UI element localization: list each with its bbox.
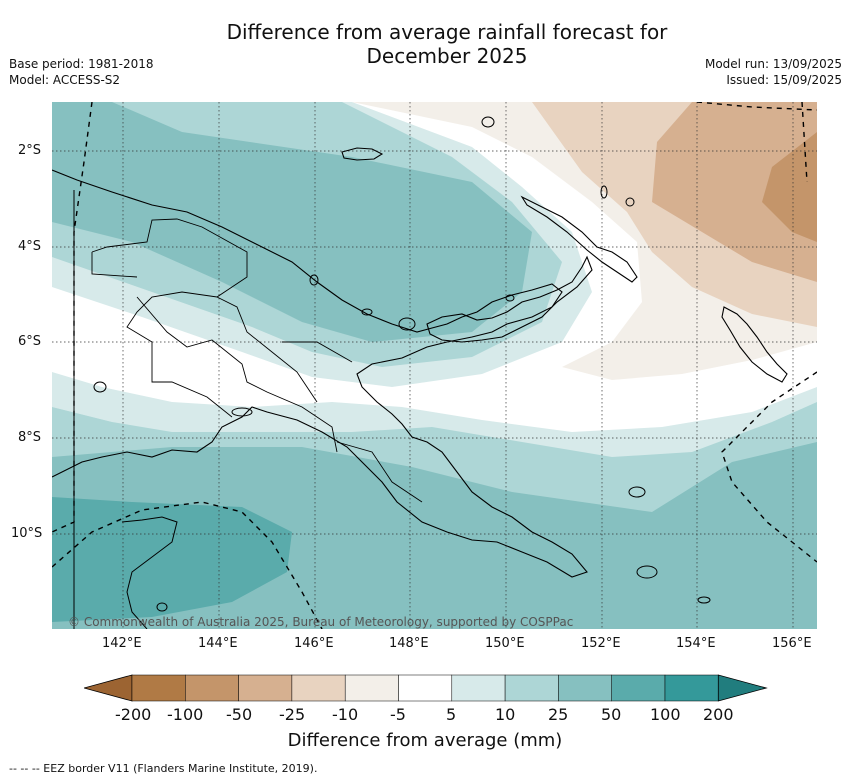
gridlines bbox=[52, 102, 817, 629]
model-text: Model: ACCESS-S2 bbox=[9, 73, 121, 87]
colorbar-swatch bbox=[291, 674, 346, 702]
colorbar-swatch bbox=[558, 674, 612, 702]
colorbar bbox=[84, 674, 768, 702]
lon-label: 152°E bbox=[581, 636, 621, 651]
colorbar-label: -10 bbox=[332, 705, 359, 724]
colorbar-label: 100 bbox=[650, 705, 681, 724]
bougainville-coastline bbox=[721, 306, 788, 383]
colorbar-label: 50 bbox=[601, 705, 622, 724]
lat-label: 4°S bbox=[18, 239, 42, 254]
manus-coastline bbox=[341, 147, 384, 161]
colorbar-label: 5 bbox=[446, 705, 457, 724]
colorbar-swatch bbox=[398, 674, 453, 702]
new-guinea-coastline bbox=[52, 169, 588, 578]
colorbar-extend-low bbox=[84, 674, 133, 702]
copyright-text: © Commonwealth of Australia 2025, Bureau… bbox=[68, 615, 573, 629]
band-minus50-minus100 bbox=[762, 132, 817, 242]
colorbar-swatch bbox=[611, 674, 666, 702]
colorbar-label: 10 bbox=[495, 705, 516, 724]
rainfall-map: © Commonwealth of Australia 2025, Bureau… bbox=[52, 102, 817, 629]
band-50-100 bbox=[52, 497, 292, 622]
colorbar-extend-high bbox=[717, 674, 768, 702]
colorbar-label: -50 bbox=[226, 705, 253, 724]
lon-label: 154°E bbox=[676, 636, 716, 651]
colorbar-swatch bbox=[344, 674, 399, 702]
colorbar-swatch bbox=[664, 674, 719, 702]
title-line-1: Difference from average rainfall forecas… bbox=[226, 20, 668, 44]
colorbar-swatch bbox=[451, 674, 506, 702]
australia-coastline bbox=[121, 516, 178, 629]
model-run-text: Model run: 13/09/2025 bbox=[704, 57, 842, 71]
lon-label: 146°E bbox=[294, 636, 334, 651]
lon-label: 150°E bbox=[485, 636, 525, 651]
lat-label: 8°S bbox=[18, 430, 42, 445]
lon-label: 148°E bbox=[389, 636, 429, 651]
lon-label: 156°E bbox=[772, 636, 812, 651]
title-line-2: December 2025 bbox=[366, 44, 528, 68]
colorbar-label: -200 bbox=[115, 705, 152, 724]
lat-label: 2°S bbox=[18, 143, 42, 158]
province-lines bbox=[91, 218, 423, 503]
colorbar-swatch bbox=[504, 674, 559, 702]
small-islands bbox=[93, 116, 711, 612]
colorbar-swatch bbox=[131, 674, 186, 702]
colorbar-swatch bbox=[185, 674, 239, 702]
map-title: Difference from average rainfall forecas… bbox=[0, 20, 850, 68]
colorbar-swatch bbox=[238, 674, 293, 702]
lon-label: 144°E bbox=[198, 636, 238, 651]
colorbar-label: 200 bbox=[703, 705, 734, 724]
colorbar-label: 25 bbox=[548, 705, 569, 724]
meta-right: Model run: 13/09/2025 Issued: 15/09/2025 bbox=[705, 56, 842, 88]
issued-text: Issued: 15/09/2025 bbox=[726, 73, 842, 87]
new-ireland-coastline bbox=[520, 195, 638, 283]
eez-note: -- -- -- EEZ border V11 (Flanders Marine… bbox=[9, 762, 318, 775]
colorbar-label: -100 bbox=[167, 705, 204, 724]
lat-label: 6°S bbox=[18, 334, 42, 349]
colorbar-label: -5 bbox=[390, 705, 406, 724]
band-minus25-minus50 bbox=[652, 102, 817, 282]
lon-label: 142°E bbox=[102, 636, 142, 651]
colorbar-label: -25 bbox=[279, 705, 306, 724]
band-25-50-north bbox=[52, 102, 532, 342]
base-period-text: Base period: 1981-2018 bbox=[9, 57, 154, 71]
meta-left: Base period: 1981-2018 Model: ACCESS-S2 bbox=[9, 56, 154, 88]
new-britain-coastline bbox=[426, 255, 593, 343]
lat-label: 10°S bbox=[11, 526, 43, 541]
colorbar-title: Difference from average (mm) bbox=[287, 730, 563, 751]
eez-borders bbox=[52, 102, 817, 629]
